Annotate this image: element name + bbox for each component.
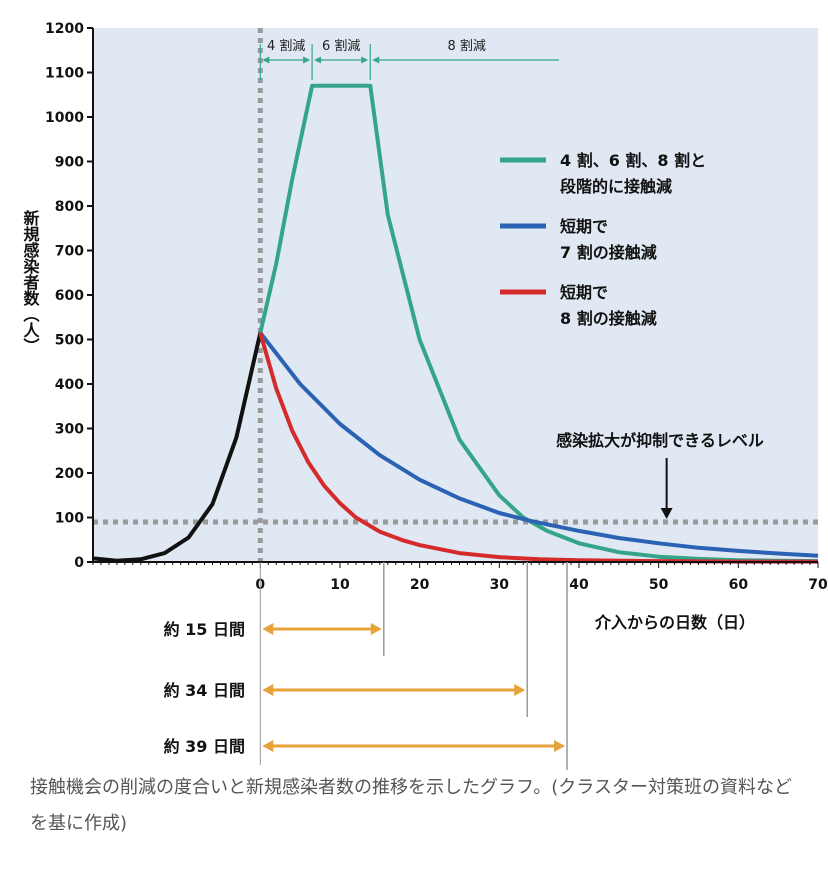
phase-arrow-left-1 [262, 56, 270, 64]
series-line-2 [258, 331, 819, 558]
y-tick-label-700: 700 [55, 244, 84, 260]
plot-background [93, 28, 818, 562]
chart-caption: 接触機会の削減の度合いと新規感染者数の推移を示したグラフ。(クラスター対策班の資… [30, 777, 792, 834]
x-tick-label-10: 10 [330, 577, 350, 593]
duration-arrow-right-2 [514, 684, 526, 696]
x-tick-label-30: 30 [490, 577, 510, 593]
y-tick-label-900: 900 [55, 155, 84, 171]
duration-arrow-left-1 [262, 623, 274, 635]
y-axis-label: 新規感染者数（人） [21, 209, 41, 354]
duration-label-1: 約 15 日間 [164, 620, 245, 639]
duration-arrow-left-3 [262, 740, 274, 752]
y-tick-label-100: 100 [55, 511, 84, 527]
phase-arrow-right-2 [361, 56, 369, 64]
legend-entry-1-line-1: 4 割、6 割、8 割と [560, 151, 706, 170]
legend-entry-3-line-1: 短期で [560, 283, 608, 302]
legend-entry-3-line-2: 8 割の接触減 [560, 309, 657, 328]
duration-label-2: 約 34 日間 [164, 681, 245, 700]
y-tick-label-300: 300 [55, 422, 84, 438]
phase-label-2: 6 割減 [322, 38, 360, 54]
x-tick-label-60: 60 [729, 577, 749, 593]
x-tick-label-50: 50 [649, 577, 669, 593]
phase-label-3: 8 割減 [447, 38, 485, 54]
legend-entry-2-line-2: 7 割の接触減 [560, 243, 657, 262]
legend-entry-2-line-1: 短期で [560, 217, 608, 236]
y-tick-label-200: 200 [55, 466, 84, 482]
series-pre-intervention [92, 332, 263, 563]
y-tick-label-0: 0 [74, 555, 84, 571]
legend-entry-1-line-2: 段階的に接触減 [560, 177, 672, 196]
y-tick-label-1000: 1000 [45, 110, 84, 126]
duration-label-3: 約 39 日間 [164, 737, 245, 756]
duration-arrow-right-1 [370, 623, 382, 635]
x-tick-label-70: 70 [808, 577, 828, 593]
phase-arrow-left-3 [372, 56, 380, 64]
y-tick-label-600: 600 [55, 288, 84, 304]
chart: 感染拡大が抑制できるレベル 4 割減 6 割減 8 割減 0 100 200 300 400… [21, 21, 828, 770]
y-tick-label-800: 800 [55, 199, 84, 215]
series-line-1 [258, 83, 819, 564]
duration-arrow-left-2 [262, 684, 274, 696]
duration-arrow-right-3 [554, 740, 566, 752]
phase-arrow-right-1 [303, 56, 311, 64]
y-tick-label-1200: 1200 [45, 21, 84, 37]
threshold-arrow-head [660, 507, 673, 519]
y-tick-label-400: 400 [55, 377, 84, 393]
x-axis-label: 介入からの日数（日） [594, 613, 755, 632]
series-line-3 [258, 332, 818, 564]
threshold-label: 感染拡大が抑制できるレベル [556, 431, 764, 450]
x-tick-label-40: 40 [569, 577, 589, 593]
x-tick-label-20: 20 [410, 577, 430, 593]
y-tick-label-1100: 1100 [45, 66, 84, 82]
y-tick-label-500: 500 [55, 333, 84, 349]
phase-label-1: 4 割減 [267, 38, 305, 54]
phase-arrow-left-2 [314, 56, 322, 64]
